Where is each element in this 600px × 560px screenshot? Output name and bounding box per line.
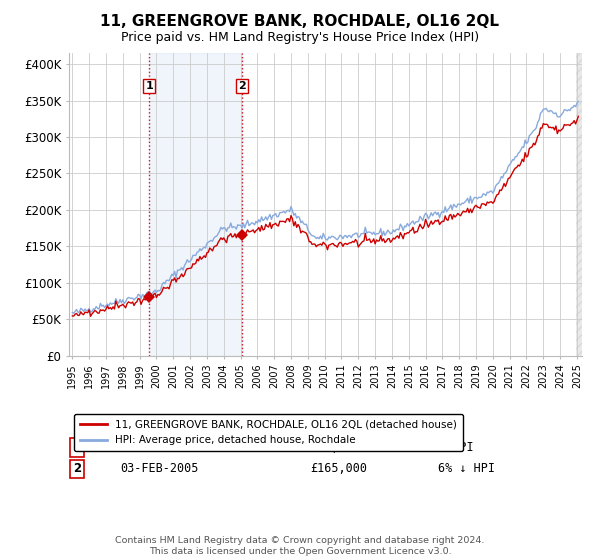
Text: 30-JUL-1999: 30-JUL-1999: [121, 441, 199, 454]
Text: 1: 1: [73, 441, 81, 454]
Legend: 11, GREENGROVE BANK, ROCHDALE, OL16 2QL (detached house), HPI: Average price, de: 11, GREENGROVE BANK, ROCHDALE, OL16 2QL …: [74, 414, 463, 451]
Text: 2: 2: [73, 463, 81, 475]
Text: ≈ HPI: ≈ HPI: [439, 441, 474, 454]
Text: Price paid vs. HM Land Registry's House Price Index (HPI): Price paid vs. HM Land Registry's House …: [121, 31, 479, 44]
Bar: [149, 53, 242, 356]
Text: Contains HM Land Registry data © Crown copyright and database right 2024.
This d: Contains HM Land Registry data © Crown c…: [115, 536, 485, 556]
Text: 6% ↓ HPI: 6% ↓ HPI: [439, 463, 496, 475]
Text: 2: 2: [238, 81, 246, 91]
Text: £80,995: £80,995: [310, 441, 360, 454]
Bar: [575, 53, 590, 356]
Text: 1: 1: [146, 81, 153, 91]
Text: £165,000: £165,000: [310, 463, 367, 475]
Text: 03-FEB-2005: 03-FEB-2005: [121, 463, 199, 475]
Text: 11, GREENGROVE BANK, ROCHDALE, OL16 2QL: 11, GREENGROVE BANK, ROCHDALE, OL16 2QL: [101, 14, 499, 29]
